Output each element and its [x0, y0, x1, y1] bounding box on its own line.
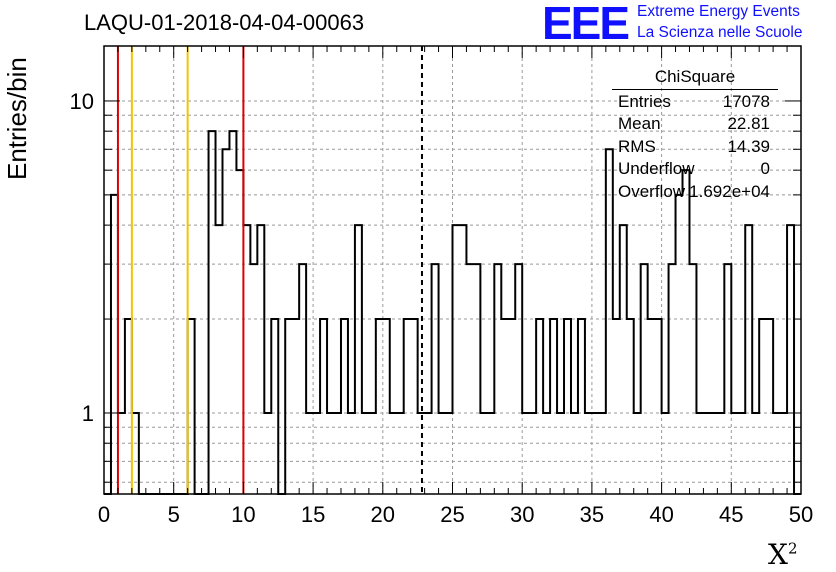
- x-tick-label: 30: [510, 502, 534, 527]
- stats-key: Underflow: [618, 159, 695, 179]
- histogram-bin: [125, 319, 132, 494]
- stats-value: 1.692e+04: [689, 181, 770, 201]
- histogram-bin: [550, 319, 557, 494]
- histogram-bin: [320, 319, 327, 494]
- stats-row-entries: Entries 17078: [612, 90, 778, 112]
- stats-box: ChiSquare Entries 17078 Mean 22.81 RMS 14.3…: [612, 67, 778, 202]
- x-tick-label: 50: [789, 502, 813, 527]
- histogram-bin: [404, 319, 411, 494]
- histogram-bin: [536, 319, 543, 494]
- histogram-bin: [689, 264, 696, 494]
- histogram-bin: [292, 319, 299, 494]
- histogram-bin: [243, 225, 250, 494]
- stats-value: 14.39: [727, 136, 770, 156]
- x-tick-label: 20: [371, 502, 395, 527]
- stats-key: Entries: [618, 92, 671, 111]
- histogram-bin: [188, 319, 195, 494]
- x-tick-label: 40: [649, 502, 673, 527]
- stats-row-overflow: Overflow 1.692e+04: [612, 180, 778, 202]
- x-tick-label: 10: [231, 502, 255, 527]
- histogram-bin: [494, 264, 501, 494]
- histogram-bin: [627, 319, 634, 494]
- stats-value: 0: [760, 159, 770, 179]
- histogram-bin: [578, 319, 585, 494]
- stats-key: Overflow: [618, 181, 686, 201]
- y-tick-label: 10: [70, 89, 94, 114]
- histogram-bin: [466, 264, 473, 494]
- histogram-bin: [613, 319, 620, 494]
- histogram-bin: [648, 319, 655, 494]
- histogram-bin: [355, 225, 362, 494]
- histogram-bin: [501, 319, 508, 494]
- histogram-bin: [257, 225, 264, 494]
- histogram-bin: [473, 264, 480, 494]
- x-tick-label: 0: [98, 502, 110, 527]
- histogram-bin: [508, 319, 515, 494]
- x-tick-label: 35: [580, 502, 604, 527]
- histogram-bin: [564, 319, 571, 494]
- histogram-bin: [676, 195, 683, 494]
- histogram-bin: [383, 319, 390, 494]
- x-tick-label: 45: [719, 502, 743, 527]
- histogram-bin: [453, 225, 460, 494]
- x-tick-label: 5: [168, 502, 180, 527]
- histogram-bin: [655, 319, 662, 494]
- histogram-bin: [236, 170, 243, 494]
- logo-line-2: La Scienza nelle Scuole: [637, 24, 803, 41]
- histogram-bin: [222, 149, 229, 494]
- stats-key: RMS: [618, 136, 656, 156]
- histogram-bin: [759, 319, 766, 494]
- histogram-bin: [341, 319, 348, 494]
- x-axis-label: X2: [768, 538, 797, 571]
- y-tick-label: 1: [82, 401, 94, 426]
- stats-key: Mean: [618, 114, 661, 134]
- histogram-bin: [683, 170, 690, 494]
- x-axis-label-base: X: [768, 538, 788, 571]
- histogram-bin: [111, 195, 118, 494]
- histogram-bin: [376, 319, 383, 494]
- histogram-bin: [459, 225, 466, 494]
- stats-row-rms: RMS 14.39: [612, 135, 778, 157]
- chart-title: LAQU-01-2018-04-04-00063: [84, 10, 365, 35]
- histogram-bin: [620, 225, 627, 494]
- histogram-bin: [766, 319, 773, 494]
- histogram-bin: [669, 264, 676, 494]
- stats-row-underflow: Underflow 0: [612, 157, 778, 179]
- histogram-bin: [787, 225, 794, 494]
- histogram-bin: [271, 319, 278, 494]
- eee-logo: EEE: [542, 0, 630, 49]
- stats-value: 22.81: [727, 114, 770, 134]
- histogram-bin: [745, 225, 752, 494]
- histogram-bin: [724, 264, 731, 494]
- histogram-bin: [250, 264, 257, 494]
- stats-title: ChiSquare: [612, 67, 778, 90]
- x-tick-label: 15: [301, 502, 325, 527]
- stats-row-mean: Mean 22.81: [612, 112, 778, 134]
- histogram-bin: [432, 264, 439, 494]
- y-axis-label: Entries/bin: [2, 57, 32, 180]
- x-tick-label: 25: [440, 502, 464, 527]
- histogram-bin: [209, 131, 216, 494]
- histogram-bin: [641, 264, 648, 494]
- histogram-outline: [104, 130, 801, 495]
- logo-line-1: Extreme Energy Events: [637, 3, 800, 20]
- histogram-bin: [216, 225, 223, 494]
- histogram-bin: [411, 319, 418, 494]
- histogram-bin: [229, 131, 236, 494]
- histogram-bin: [285, 319, 292, 494]
- stats-value: 17078: [722, 92, 770, 111]
- x-axis-label-superscript: 2: [787, 539, 798, 558]
- histogram-bin: [299, 264, 306, 494]
- histogram-bin: [515, 264, 522, 494]
